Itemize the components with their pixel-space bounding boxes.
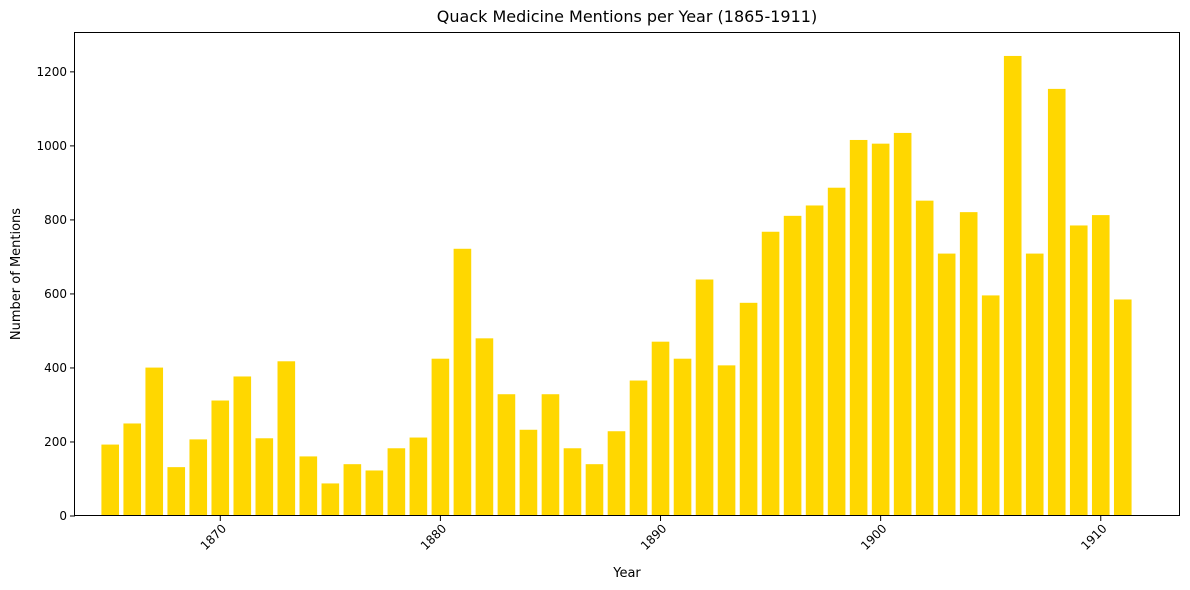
chart-title: Quack Medicine Mentions per Year (1865-1… — [437, 7, 817, 26]
bar-1878 — [387, 448, 406, 516]
bars — [101, 55, 1132, 516]
bar-1893 — [717, 365, 736, 516]
y-axis: 0 200 400 600 800 1000 1200 — [36, 65, 75, 523]
x-tick-label-1910: 1910 — [1078, 521, 1109, 552]
bar-1898 — [827, 187, 846, 516]
bar-1892 — [695, 279, 714, 516]
bar-1873 — [277, 361, 296, 516]
bar-1884 — [519, 429, 538, 516]
x-tick-label-1890: 1890 — [638, 521, 669, 552]
bar-1869 — [189, 439, 208, 516]
bar-1902 — [915, 200, 934, 516]
bar-1871 — [233, 376, 252, 516]
bar-1879 — [409, 437, 428, 516]
bar-1870 — [211, 400, 230, 516]
bar-1867 — [145, 367, 164, 516]
x-axis-label: Year — [612, 566, 641, 581]
bar-1897 — [805, 205, 824, 516]
bar-1907 — [1025, 253, 1044, 516]
y-tick-label-1200: 1200 — [36, 65, 67, 79]
bar-1899 — [849, 139, 868, 516]
y-tick-label-0: 0 — [59, 509, 67, 523]
bar-1895 — [761, 231, 780, 516]
x-tick-label-1870: 1870 — [198, 521, 229, 552]
bar-1880 — [431, 358, 450, 516]
bar-1887 — [585, 464, 604, 516]
bar-1888 — [607, 431, 626, 516]
y-tick-label-200: 200 — [44, 435, 67, 449]
bar-1876 — [343, 464, 362, 516]
y-axis-label: Number of Mentions — [9, 208, 24, 340]
x-tick-label-1880: 1880 — [418, 521, 449, 552]
bar-1872 — [255, 438, 274, 516]
bar-1886 — [563, 448, 582, 516]
bar-1904 — [959, 212, 978, 516]
x-tick-label-1900: 1900 — [858, 521, 889, 552]
y-tick-label-400: 400 — [44, 361, 67, 375]
bar-1909 — [1069, 225, 1088, 516]
bar-1911 — [1113, 299, 1132, 516]
plot-frame — [74, 32, 1180, 516]
bar-1891 — [673, 358, 692, 516]
bar-1889 — [629, 380, 648, 516]
bar-1883 — [497, 394, 516, 516]
bar-1901 — [893, 132, 912, 516]
y-tick-label-600: 600 — [44, 287, 67, 301]
y-tick-label-800: 800 — [44, 213, 67, 227]
x-axis: 1870 1880 1890 1900 1910 — [198, 516, 1110, 553]
bar-1875 — [321, 483, 340, 516]
bar-1865 — [101, 444, 120, 516]
bar-1906 — [1003, 55, 1022, 516]
bar-1890 — [651, 341, 670, 516]
bar-1877 — [365, 470, 384, 516]
bar-1900 — [871, 143, 890, 516]
bar-1882 — [475, 338, 494, 516]
y-tick-label-1000: 1000 — [36, 139, 67, 153]
bar-1881 — [453, 248, 472, 516]
bar-1868 — [167, 467, 186, 516]
bar-1905 — [981, 295, 1000, 516]
bar-1885 — [541, 394, 560, 516]
bar-1866 — [123, 423, 142, 516]
bar-1896 — [783, 215, 802, 516]
bar-1910 — [1091, 215, 1110, 516]
bar-1894 — [739, 302, 758, 516]
bar-1903 — [937, 253, 956, 516]
bar-1874 — [299, 456, 318, 516]
bar-1908 — [1047, 88, 1066, 516]
